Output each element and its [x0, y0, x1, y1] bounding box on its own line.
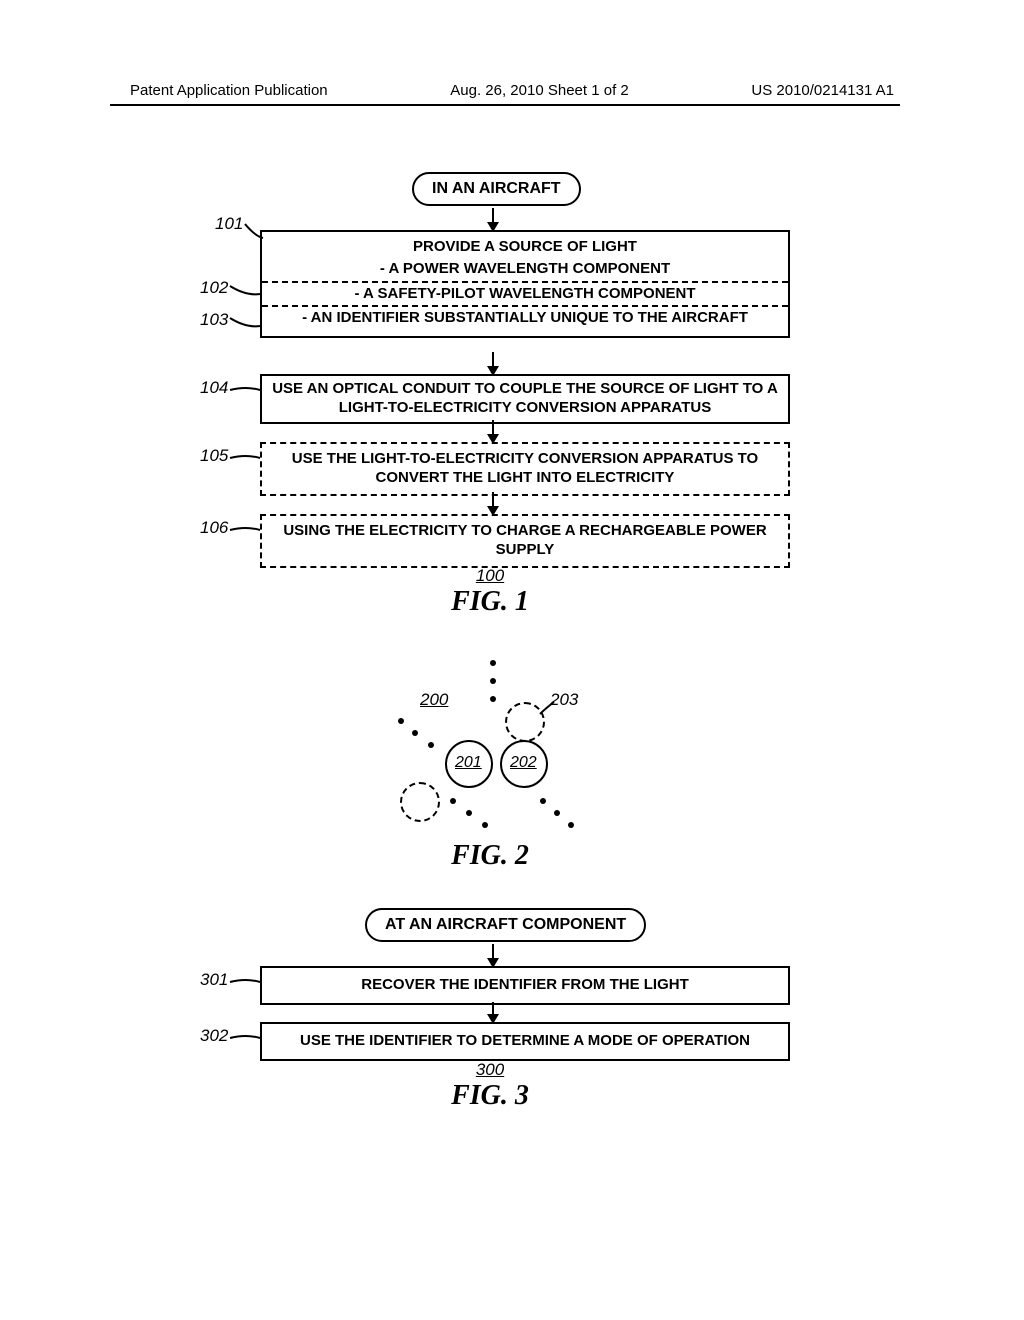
- fig1-step101-line3: - A SAFETY-PILOT WAVELENGTH COMPONENT: [262, 281, 788, 304]
- fig3-terminator: AT AN AIRCRAFT COMPONENT: [365, 908, 646, 942]
- dot-icon: [490, 696, 496, 702]
- dot-icon: [450, 798, 456, 804]
- fig3-step-302: USE THE IDENTIFIER TO DETERMINE A MODE O…: [260, 1022, 790, 1061]
- fig2-circle-202: 202: [500, 740, 548, 788]
- fig1-step106-text: USING THE ELECTRICITY TO CHARGE A RECHAR…: [283, 522, 766, 558]
- fig1-step-106: USING THE ELECTRICITY TO CHARGE A RECHAR…: [260, 514, 790, 568]
- fig1-step-104: USE AN OPTICAL CONDUIT TO COUPLE THE SOU…: [260, 374, 790, 424]
- fig3-number: 300: [460, 1060, 520, 1080]
- fig3-ref-301: 301: [200, 970, 228, 990]
- dot-icon: [466, 810, 472, 816]
- header-left: Patent Application Publication: [130, 82, 328, 99]
- fig1-step-105: USE THE LIGHT-TO-ELECTRICITY CONVERSION …: [260, 442, 790, 496]
- fig3-terminator-text: AT AN AIRCRAFT COMPONENT: [385, 916, 626, 933]
- fig1-step105-text: USE THE LIGHT-TO-ELECTRICITY CONVERSION …: [292, 450, 758, 486]
- figure-2: 200 201 202 203 FIG. 2: [0, 660, 1024, 900]
- figure-1: IN AN AIRCRAFT PROVIDE A SOURCE OF LIGHT…: [0, 160, 1024, 660]
- fig3-step-301: RECOVER THE IDENTIFIER FROM THE LIGHT: [260, 966, 790, 1005]
- dot-icon: [540, 798, 546, 804]
- fig2-title: FIG. 2: [420, 840, 560, 872]
- figures-container: IN AN AIRCRAFT PROVIDE A SOURCE OF LIGHT…: [0, 160, 1024, 1140]
- fig1-number: 100: [460, 566, 520, 586]
- fig1-step101-line2: - A POWER WAVELENGTH COMPONENT: [268, 260, 782, 279]
- dot-icon: [554, 810, 560, 816]
- fig1-ref-106: 106: [200, 518, 228, 538]
- ref-tail-icon: [228, 976, 262, 988]
- dot-icon: [568, 822, 574, 828]
- fig1-ref-102: 102: [200, 278, 228, 298]
- dot-icon: [482, 822, 488, 828]
- ref-tail-icon: [228, 384, 262, 396]
- ref-tail-icon: [538, 700, 556, 718]
- fig1-ref-103: 103: [200, 310, 228, 330]
- fig3-step302-text: USE THE IDENTIFIER TO DETERMINE A MODE O…: [300, 1032, 750, 1049]
- dot-icon: [428, 742, 434, 748]
- fig1-step-101: PROVIDE A SOURCE OF LIGHT - A POWER WAVE…: [260, 230, 790, 338]
- fig2-circle-201-label: 201: [455, 754, 482, 772]
- fig1-terminator-text: IN AN AIRCRAFT: [432, 180, 561, 197]
- header-right: US 2010/0214131 A1: [751, 82, 894, 99]
- ref-tail-icon: [228, 452, 262, 464]
- dot-icon: [398, 718, 404, 724]
- fig2-circle-202-label: 202: [510, 754, 537, 772]
- fig1-title: FIG. 1: [420, 586, 560, 618]
- fig1-step101-line4: - AN IDENTIFIER SUBSTANTIALLY UNIQUE TO …: [262, 305, 788, 328]
- dot-icon: [490, 678, 496, 684]
- figure-3: AT AN AIRCRAFT COMPONENT RECOVER THE IDE…: [0, 900, 1024, 1140]
- ref-tail-icon: [228, 316, 262, 330]
- fig1-ref-101: 101: [215, 214, 243, 234]
- page-header: Patent Application Publication Aug. 26, …: [0, 82, 1024, 99]
- header-rule: [110, 104, 900, 106]
- fig3-step301-text: RECOVER THE IDENTIFIER FROM THE LIGHT: [361, 976, 689, 993]
- ref-tail-icon: [228, 284, 262, 298]
- fig2-dashed-circle-bl: [400, 782, 440, 822]
- ref-tail-icon: [228, 524, 262, 536]
- header-center: Aug. 26, 2010 Sheet 1 of 2: [450, 82, 628, 99]
- fig3-ref-302: 302: [200, 1026, 228, 1046]
- fig2-circle-201: 201: [445, 740, 493, 788]
- fig1-terminator: IN AN AIRCRAFT: [412, 172, 581, 206]
- dot-icon: [412, 730, 418, 736]
- ref-tail-icon: [228, 1032, 262, 1044]
- fig3-title: FIG. 3: [420, 1080, 560, 1112]
- ref-tail-icon: [243, 222, 267, 240]
- fig1-ref-104: 104: [200, 378, 228, 398]
- fig1-step104-text: USE AN OPTICAL CONDUIT TO COUPLE THE SOU…: [272, 380, 778, 416]
- fig2-number: 200: [420, 690, 448, 710]
- fig1-ref-105: 105: [200, 446, 228, 466]
- fig1-step101-line1: PROVIDE A SOURCE OF LIGHT: [268, 238, 782, 257]
- dot-icon: [490, 660, 496, 666]
